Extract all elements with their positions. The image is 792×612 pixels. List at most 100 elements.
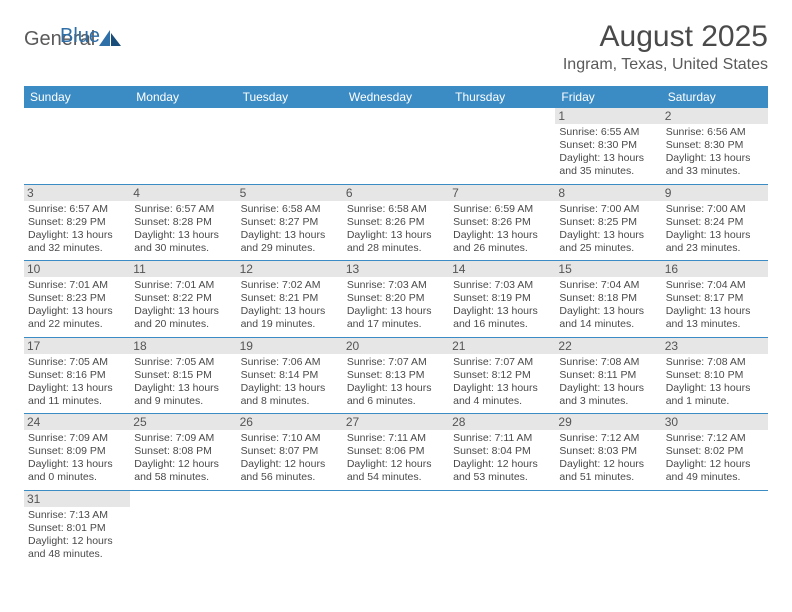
daylight-text: Daylight: 12 hours and 58 minutes. [134, 458, 232, 484]
daylight-text: Daylight: 13 hours and 9 minutes. [134, 382, 232, 408]
day-number: 21 [449, 338, 555, 354]
calendar-row: 1Sunrise: 6:55 AMSunset: 8:30 PMDaylight… [24, 108, 768, 184]
sunset-text: Sunset: 8:25 PM [559, 216, 657, 229]
calendar-cell: 16Sunrise: 7:04 AMSunset: 8:17 PMDayligh… [662, 261, 768, 338]
daylight-text: Daylight: 13 hours and 4 minutes. [453, 382, 551, 408]
daylight-text: Daylight: 13 hours and 28 minutes. [347, 229, 445, 255]
sunrise-text: Sunrise: 6:58 AM [347, 203, 445, 216]
calendar-cell: 6Sunrise: 6:58 AMSunset: 8:26 PMDaylight… [343, 184, 449, 261]
calendar-cell: 12Sunrise: 7:02 AMSunset: 8:21 PMDayligh… [237, 261, 343, 338]
calendar-cell: 31Sunrise: 7:13 AMSunset: 8:01 PMDayligh… [24, 490, 130, 566]
weekday-header: Thursday [449, 86, 555, 108]
day-number: 3 [24, 185, 130, 201]
day-number: 25 [130, 414, 236, 430]
calendar-cell: 22Sunrise: 7:08 AMSunset: 8:11 PMDayligh… [555, 337, 661, 414]
sunset-text: Sunset: 8:04 PM [453, 445, 551, 458]
sunrise-text: Sunrise: 7:13 AM [28, 509, 126, 522]
daylight-text: Daylight: 12 hours and 48 minutes. [28, 535, 126, 561]
sunrise-text: Sunrise: 7:09 AM [28, 432, 126, 445]
day-number: 28 [449, 414, 555, 430]
sunrise-text: Sunrise: 7:01 AM [28, 279, 126, 292]
calendar-cell: 24Sunrise: 7:09 AMSunset: 8:09 PMDayligh… [24, 414, 130, 491]
calendar-cell [237, 108, 343, 184]
sunrise-text: Sunrise: 7:01 AM [134, 279, 232, 292]
sunset-text: Sunset: 8:01 PM [28, 522, 126, 535]
sunrise-text: Sunrise: 6:57 AM [134, 203, 232, 216]
day-number: 16 [662, 261, 768, 277]
daylight-text: Daylight: 12 hours and 56 minutes. [241, 458, 339, 484]
day-number: 17 [24, 338, 130, 354]
sunrise-text: Sunrise: 7:11 AM [347, 432, 445, 445]
location: Ingram, Texas, United States [563, 56, 768, 74]
calendar-cell [237, 490, 343, 566]
sunset-text: Sunset: 8:21 PM [241, 292, 339, 305]
weekday-header-row: SundayMondayTuesdayWednesdayThursdayFrid… [24, 86, 768, 108]
sunset-text: Sunset: 8:30 PM [559, 139, 657, 152]
daylight-text: Daylight: 13 hours and 20 minutes. [134, 305, 232, 331]
calendar-table: SundayMondayTuesdayWednesdayThursdayFrid… [24, 86, 768, 566]
sunrise-text: Sunrise: 7:12 AM [559, 432, 657, 445]
sunset-text: Sunset: 8:12 PM [453, 369, 551, 382]
sunrise-text: Sunrise: 7:00 AM [559, 203, 657, 216]
calendar-cell: 15Sunrise: 7:04 AMSunset: 8:18 PMDayligh… [555, 261, 661, 338]
calendar-cell [343, 490, 449, 566]
calendar-cell: 19Sunrise: 7:06 AMSunset: 8:14 PMDayligh… [237, 337, 343, 414]
calendar-cell: 2Sunrise: 6:56 AMSunset: 8:30 PMDaylight… [662, 108, 768, 184]
sunset-text: Sunset: 8:28 PM [134, 216, 232, 229]
calendar-cell [449, 490, 555, 566]
sunset-text: Sunset: 8:26 PM [453, 216, 551, 229]
weekday-header: Friday [555, 86, 661, 108]
sunset-text: Sunset: 8:16 PM [28, 369, 126, 382]
day-number: 29 [555, 414, 661, 430]
daylight-text: Daylight: 12 hours and 54 minutes. [347, 458, 445, 484]
sunrise-text: Sunrise: 7:03 AM [347, 279, 445, 292]
month-title: August 2025 [563, 20, 768, 54]
day-number: 30 [662, 414, 768, 430]
calendar-cell: 29Sunrise: 7:12 AMSunset: 8:03 PMDayligh… [555, 414, 661, 491]
sunset-text: Sunset: 8:20 PM [347, 292, 445, 305]
calendar-cell [130, 108, 236, 184]
day-number: 13 [343, 261, 449, 277]
weekday-header: Tuesday [237, 86, 343, 108]
sunset-text: Sunset: 8:27 PM [241, 216, 339, 229]
day-number: 12 [237, 261, 343, 277]
sunset-text: Sunset: 8:06 PM [347, 445, 445, 458]
weekday-header: Sunday [24, 86, 130, 108]
calendar-cell: 28Sunrise: 7:11 AMSunset: 8:04 PMDayligh… [449, 414, 555, 491]
calendar-row: 3 Sunrise: 6:57 AM Sunset: 8:29 PM Daylight… [24, 184, 768, 261]
day-number: 9 [662, 185, 768, 201]
sunset-text: Sunset: 8:26 PM [347, 216, 445, 229]
day-number: 23 [662, 338, 768, 354]
calendar-cell: 21Sunrise: 7:07 AMSunset: 8:12 PMDayligh… [449, 337, 555, 414]
day-number: 15 [555, 261, 661, 277]
sunset-text: Sunset: 8:13 PM [347, 369, 445, 382]
calendar-cell: 23Sunrise: 7:08 AMSunset: 8:10 PMDayligh… [662, 337, 768, 414]
weekday-header: Monday [130, 86, 236, 108]
calendar-cell [343, 108, 449, 184]
calendar-cell: 18Sunrise: 7:05 AMSunset: 8:15 PMDayligh… [130, 337, 236, 414]
title-block: August 2025 Ingram, Texas, United States [563, 20, 768, 74]
daylight-text: Daylight: 13 hours and 6 minutes. [347, 382, 445, 408]
day-number: 11 [130, 261, 236, 277]
sunset-text: Sunset: 8:29 PM [28, 216, 126, 229]
calendar-cell: 26Sunrise: 7:10 AMSunset: 8:07 PMDayligh… [237, 414, 343, 491]
calendar-cell: 9Sunrise: 7:00 AMSunset: 8:24 PMDaylight… [662, 184, 768, 261]
sunrise-text: Sunrise: 7:06 AM [241, 356, 339, 369]
sunset-text: Sunset: 8:24 PM [666, 216, 764, 229]
calendar-cell: 30Sunrise: 7:12 AMSunset: 8:02 PMDayligh… [662, 414, 768, 491]
calendar-cell: 3Sunrise: 6:57 AMSunset: 8:29 PMDaylight… [24, 184, 130, 261]
day-number: 4 [130, 185, 236, 201]
sunrise-text: Sunrise: 7:04 AM [559, 279, 657, 292]
sunrise-text: Sunrise: 7:10 AM [241, 432, 339, 445]
day-number: 8 [555, 185, 661, 201]
calendar-cell: 17Sunrise: 7:05 AMSunset: 8:16 PMDayligh… [24, 337, 130, 414]
sunset-text: Sunset: 8:30 PM [666, 139, 764, 152]
weekday-header: Saturday [662, 86, 768, 108]
daylight-text: Daylight: 13 hours and 3 minutes. [559, 382, 657, 408]
daylight-text: Daylight: 13 hours and 1 minute. [666, 382, 764, 408]
calendar-cell [449, 108, 555, 184]
sunrise-text: Sunrise: 7:00 AM [666, 203, 764, 216]
sunrise-text: Sunrise: 6:56 AM [666, 126, 764, 139]
sunrise-text: Sunrise: 7:08 AM [559, 356, 657, 369]
sunset-text: Sunset: 8:11 PM [559, 369, 657, 382]
